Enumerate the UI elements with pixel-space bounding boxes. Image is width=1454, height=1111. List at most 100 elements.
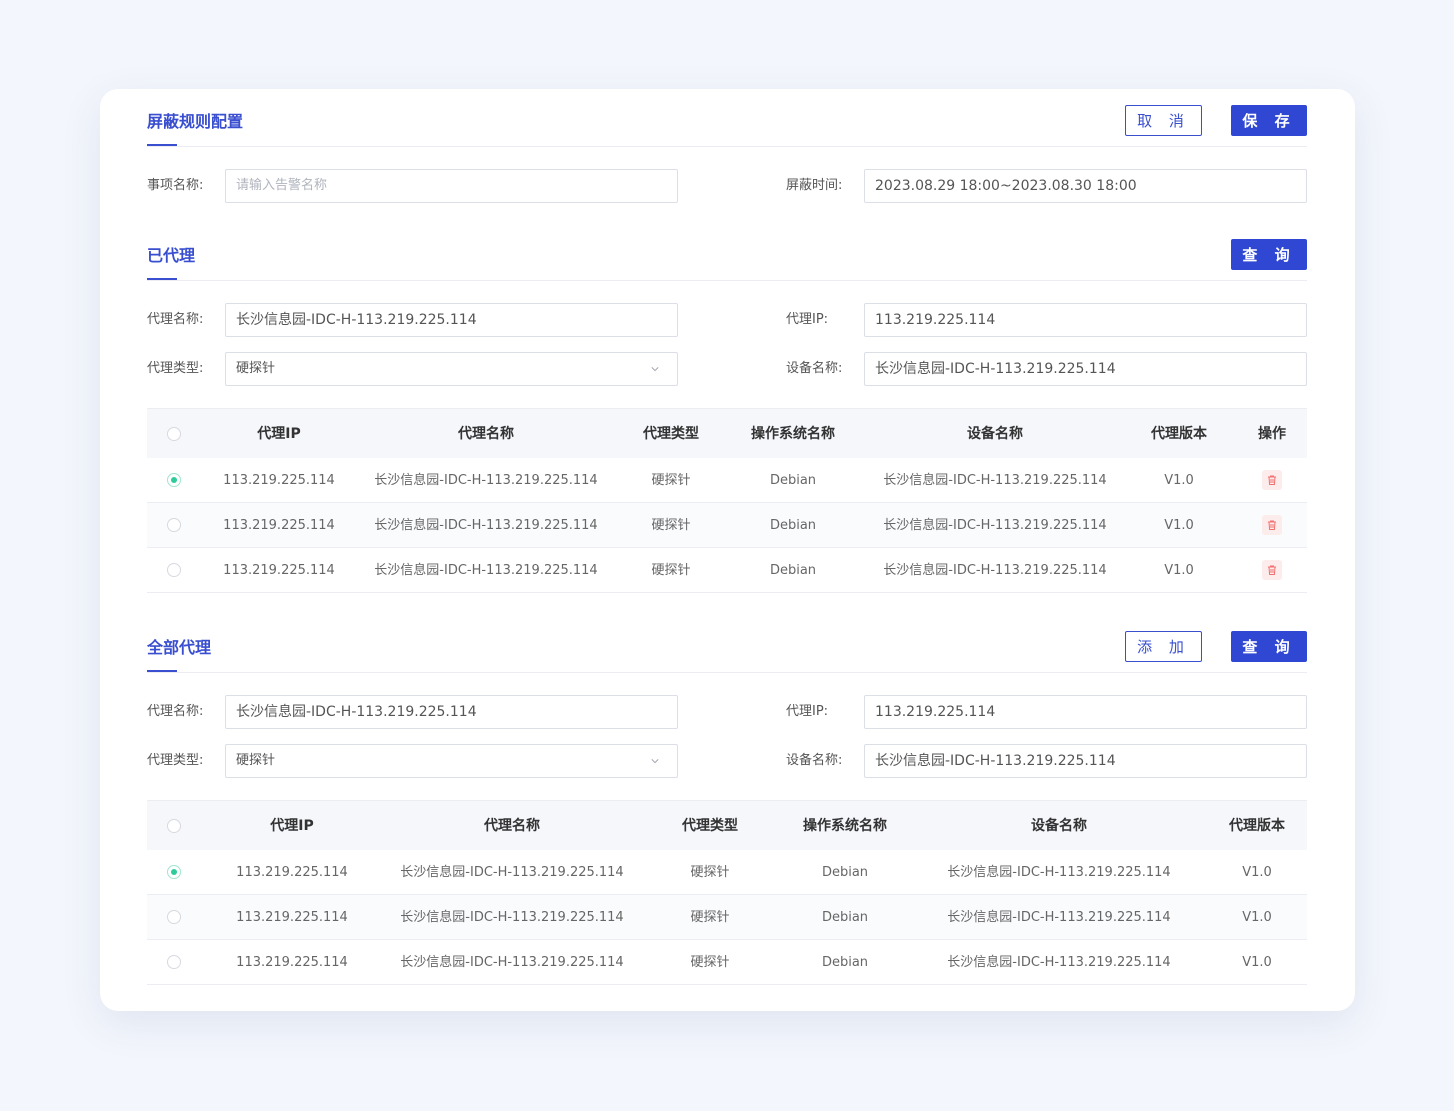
cell-agent-ip: 113.219.225.114: [223, 563, 335, 578]
device-name-label: 设备名称:: [786, 361, 843, 376]
cell-agent-version: V1.0: [1242, 955, 1272, 970]
cell-device-name: 长沙信息园-IDC-H-113.219.225.114: [947, 955, 1171, 970]
column-header: 代理版本: [1229, 818, 1285, 834]
cell-agent-type: 硬探针: [690, 910, 730, 925]
agent-type-select[interactable]: 硬探针: [225, 744, 678, 778]
column-header: 操作系统名称: [751, 426, 835, 442]
cell-agent-ip: 113.219.225.114: [223, 518, 335, 533]
column-header: 代理名称: [484, 818, 540, 834]
device-name-input[interactable]: 长沙信息园-IDC-H-113.219.225.114: [864, 352, 1307, 386]
table-header: 代理IP 代理名称 代理类型 操作系统名称 设备名称 代理版本: [147, 800, 1307, 850]
agent-name-label: 代理名称:: [147, 312, 204, 327]
agent-type-label: 代理类型:: [147, 361, 204, 376]
agent-type-value: 硬探针: [236, 753, 276, 768]
add-button[interactable]: 添 加: [1125, 631, 1202, 662]
row-select-radio[interactable]: [167, 865, 181, 879]
agent-ip-input[interactable]: 113.219.225.114: [864, 695, 1307, 729]
cell-agent-name: 长沙信息园-IDC-H-113.219.225.114: [400, 955, 624, 970]
row-select-radio[interactable]: [167, 910, 181, 924]
section-title-all-agents: 全部代理: [147, 638, 212, 657]
column-header: 代理IP: [257, 426, 301, 442]
table-row[interactable]: 113.219.225.114 长沙信息园-IDC-H-113.219.225.…: [147, 940, 1307, 985]
chevron-down-icon: [651, 759, 659, 764]
agent-ip-input[interactable]: 113.219.225.114: [864, 303, 1307, 337]
event-name-input[interactable]: 请输入告警名称: [225, 169, 678, 203]
row-select-radio[interactable]: [167, 473, 181, 487]
agent-type-select[interactable]: 硬探针: [225, 352, 678, 386]
cell-device-name: 长沙信息园-IDC-H-113.219.225.114: [947, 865, 1171, 880]
select-all-radio[interactable]: [167, 427, 181, 441]
row-select-radio[interactable]: [167, 563, 181, 577]
all-query-button[interactable]: 查 询: [1231, 631, 1307, 662]
column-header: 代理IP: [270, 818, 314, 834]
cell-device-name: 长沙信息园-IDC-H-113.219.225.114: [883, 563, 1107, 578]
proxied-table: 代理IP 代理名称 代理类型 操作系统名称 设备名称 代理版本 操作 113.2…: [147, 408, 1307, 595]
cell-os-name: Debian: [821, 910, 869, 925]
agent-name-input[interactable]: 长沙信息园-IDC-H-113.219.225.114: [225, 303, 678, 337]
table-row[interactable]: 113.219.225.114 长沙信息园-IDC-H-113.219.225.…: [147, 548, 1307, 593]
table-row[interactable]: 113.219.225.114 长沙信息园-IDC-H-113.219.225.…: [147, 503, 1307, 548]
mask-time-input[interactable]: 2023.08.29 18:00~2023.08.30 18:00: [864, 169, 1307, 203]
cell-os-name: Debian: [769, 563, 817, 578]
section-title-underline: [147, 670, 177, 672]
column-header: 代理名称: [458, 426, 514, 442]
table-header: 代理IP 代理名称 代理类型 操作系统名称 设备名称 代理版本 操作: [147, 408, 1307, 458]
table-row[interactable]: 113.219.225.114 长沙信息园-IDC-H-113.219.225.…: [147, 850, 1307, 895]
cell-agent-version: V1.0: [1242, 865, 1272, 880]
section-title-underline: [147, 278, 177, 280]
mask-time-label: 屏蔽时间:: [786, 178, 843, 193]
all-agents-table: 代理IP 代理名称 代理类型 操作系统名称 设备名称 代理版本 113.219.…: [147, 800, 1307, 987]
column-header: 代理版本: [1151, 426, 1207, 442]
cell-device-name: 长沙信息园-IDC-H-113.219.225.114: [883, 518, 1107, 533]
cell-agent-ip: 113.219.225.114: [236, 865, 348, 880]
agent-name-input[interactable]: 长沙信息园-IDC-H-113.219.225.114: [225, 695, 678, 729]
trash-icon[interactable]: [1262, 515, 1282, 535]
cell-agent-ip: 113.219.225.114: [236, 955, 348, 970]
section-divider: [147, 280, 1307, 281]
agent-type-label: 代理类型:: [147, 753, 204, 768]
agent-ip-label: 代理IP:: [786, 312, 829, 327]
cell-agent-version: V1.0: [1164, 473, 1194, 488]
cell-agent-type: 硬探针: [690, 865, 730, 880]
cell-agent-name: 长沙信息园-IDC-H-113.219.225.114: [400, 865, 624, 880]
cell-agent-type: 硬探针: [651, 563, 691, 578]
section-title-rule-config: 屏蔽规则配置: [147, 112, 244, 131]
cell-device-name: 长沙信息园-IDC-H-113.219.225.114: [947, 910, 1171, 925]
cell-agent-name: 长沙信息园-IDC-H-113.219.225.114: [374, 473, 598, 488]
device-name-label: 设备名称:: [786, 753, 843, 768]
rule-config-card: 屏蔽规则配置 取 消 保 存 事项名称: 请输入告警名称 屏蔽时间: 2023.…: [100, 89, 1355, 1011]
table-row[interactable]: 113.219.225.114 长沙信息园-IDC-H-113.219.225.…: [147, 895, 1307, 940]
section-divider: [147, 672, 1307, 673]
agent-name-label: 代理名称:: [147, 704, 204, 719]
column-header: 设备名称: [967, 426, 1023, 442]
event-name-label: 事项名称:: [147, 178, 204, 193]
agent-ip-label: 代理IP:: [786, 704, 829, 719]
save-button[interactable]: 保 存: [1231, 105, 1307, 136]
column-header: 操作系统名称: [803, 818, 887, 834]
trash-icon[interactable]: [1262, 470, 1282, 490]
cell-agent-name: 长沙信息园-IDC-H-113.219.225.114: [400, 910, 624, 925]
cell-agent-ip: 113.219.225.114: [223, 473, 335, 488]
column-header: 设备名称: [1031, 818, 1087, 834]
device-name-input[interactable]: 长沙信息园-IDC-H-113.219.225.114: [864, 744, 1307, 778]
section-title-underline: [147, 144, 177, 146]
table-row[interactable]: 113.219.225.114 长沙信息园-IDC-H-113.219.225.…: [147, 458, 1307, 503]
cell-agent-name: 长沙信息园-IDC-H-113.219.225.114: [374, 563, 598, 578]
cell-agent-type: 硬探针: [651, 473, 691, 488]
cell-agent-name: 长沙信息园-IDC-H-113.219.225.114: [374, 518, 598, 533]
cell-os-name: Debian: [769, 518, 817, 533]
cell-agent-version: V1.0: [1242, 910, 1272, 925]
cell-agent-type: 硬探针: [651, 518, 691, 533]
row-select-radio[interactable]: [167, 518, 181, 532]
proxied-query-button[interactable]: 查 询: [1231, 239, 1307, 270]
cancel-button[interactable]: 取 消: [1125, 105, 1202, 136]
select-all-radio[interactable]: [167, 819, 181, 833]
cell-agent-version: V1.0: [1164, 518, 1194, 533]
section-divider: [147, 146, 1307, 147]
trash-icon[interactable]: [1262, 560, 1282, 580]
column-header: 代理类型: [643, 426, 699, 442]
section-title-proxied: 已代理: [147, 246, 196, 265]
agent-type-value: 硬探针: [236, 361, 276, 376]
cell-agent-ip: 113.219.225.114: [236, 910, 348, 925]
row-select-radio[interactable]: [167, 955, 181, 969]
